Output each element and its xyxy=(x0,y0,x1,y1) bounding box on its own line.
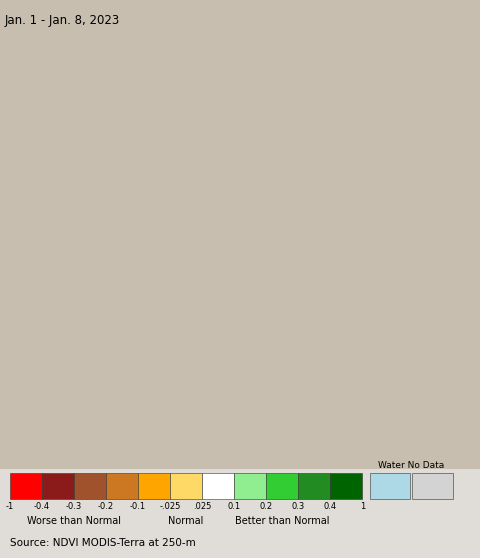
Text: Source: NDVI MODIS-Terra at 250-m: Source: NDVI MODIS-Terra at 250-m xyxy=(10,538,195,548)
Text: -0.4: -0.4 xyxy=(34,502,50,511)
Text: .025: .025 xyxy=(193,502,211,511)
Text: 1: 1 xyxy=(360,502,365,511)
Text: Normal: Normal xyxy=(168,516,204,526)
Text: Water No Data: Water No Data xyxy=(378,461,444,470)
Text: -0.2: -0.2 xyxy=(98,502,114,511)
Text: -.025: -.025 xyxy=(159,502,180,511)
Text: Better than Normal: Better than Normal xyxy=(235,516,329,526)
Text: 0.4: 0.4 xyxy=(324,502,337,511)
Text: Jan. 1 - Jan. 8, 2023: Jan. 1 - Jan. 8, 2023 xyxy=(5,14,120,27)
Text: 0.2: 0.2 xyxy=(260,502,273,511)
Text: -0.1: -0.1 xyxy=(130,502,146,511)
Text: -1: -1 xyxy=(5,502,14,511)
Text: -0.3: -0.3 xyxy=(66,502,82,511)
Text: 0.1: 0.1 xyxy=(228,502,240,511)
Text: Worse than Normal: Worse than Normal xyxy=(27,516,121,526)
Text: 0.3: 0.3 xyxy=(292,502,305,511)
